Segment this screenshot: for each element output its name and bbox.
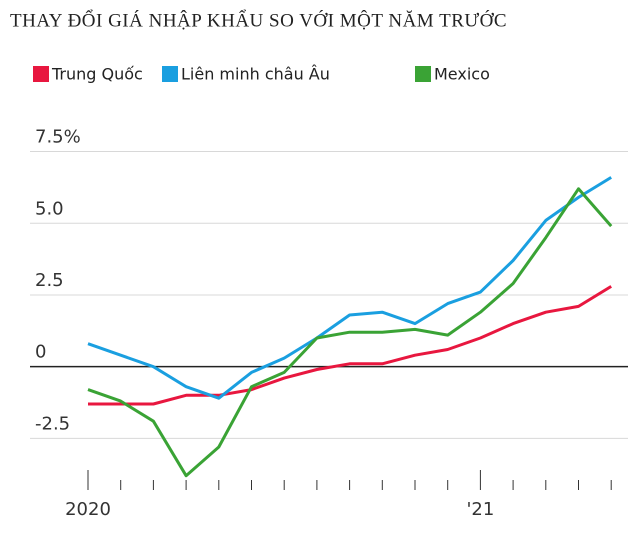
series-line bbox=[87, 176, 612, 400]
legend-label: Mexico bbox=[434, 65, 490, 84]
x-tick-label: '21 bbox=[466, 499, 494, 520]
legend-swatch bbox=[33, 66, 49, 82]
x-tick-label: 2020 bbox=[65, 499, 111, 520]
legend-label: Liên minh châu Âu bbox=[181, 65, 330, 84]
legend-label: Trung Quốc bbox=[51, 65, 143, 84]
legend-swatch bbox=[162, 66, 178, 82]
legend-swatch bbox=[415, 66, 431, 82]
series-line bbox=[88, 285, 612, 406]
y-tick-label: 5.0 bbox=[35, 198, 64, 219]
y-tick-label: 2.5 bbox=[35, 270, 64, 291]
y-tick-label: 0 bbox=[35, 342, 46, 363]
y-tick-label: 7.5% bbox=[35, 127, 81, 148]
chart-title: THAY ĐỔI GIÁ NHẬP KHẨU SO VỚI MỘT NĂM TR… bbox=[10, 9, 507, 31]
y-tick-label: -2.5 bbox=[35, 413, 70, 434]
series-line bbox=[87, 187, 613, 478]
